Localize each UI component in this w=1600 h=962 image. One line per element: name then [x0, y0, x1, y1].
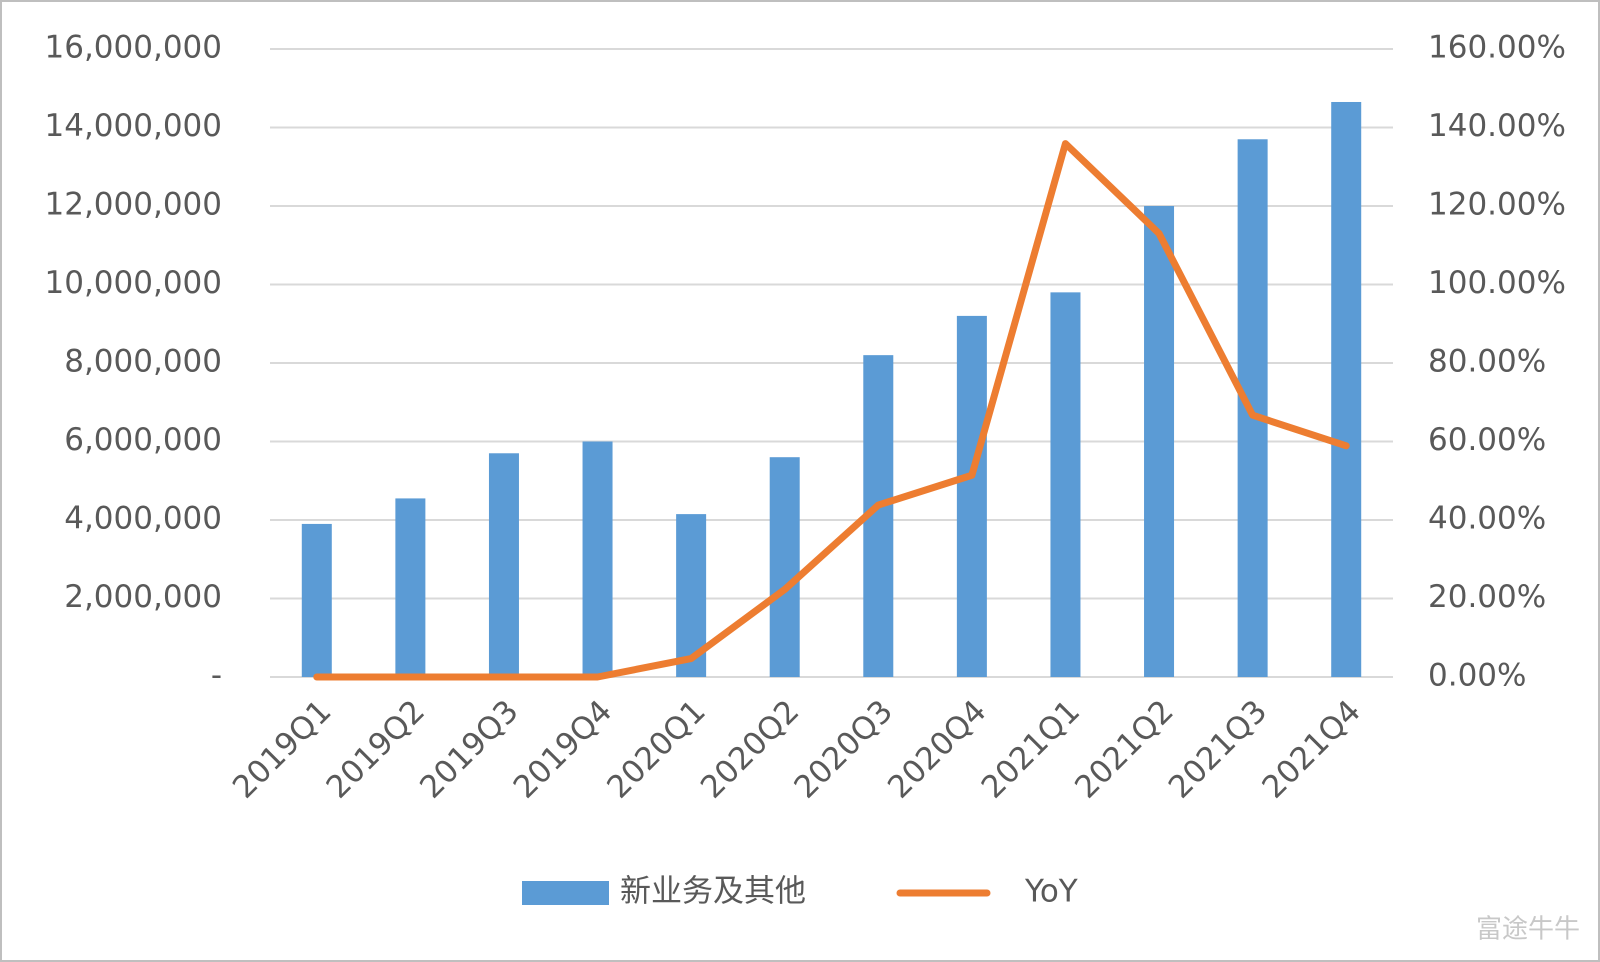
bar	[488, 453, 519, 677]
legend-label: YoY	[1024, 874, 1078, 910]
y-tick-label: 4,000,000	[64, 501, 222, 537]
bar	[1331, 101, 1362, 678]
bar	[395, 498, 426, 677]
y2-tick-label: 0.00%	[1428, 658, 1526, 694]
y2-tick-label: 80.00%	[1428, 344, 1546, 380]
y-tick-label: 8,000,000	[64, 344, 222, 380]
y-tick-label: 12,000,000	[45, 187, 223, 223]
legend-label: 新业务及其他	[620, 874, 806, 910]
y2-tick-label: 20.00%	[1428, 579, 1546, 615]
bar	[582, 441, 613, 677]
y2-tick-label: 40.00%	[1428, 501, 1546, 537]
y2-tick-label: 120.00%	[1428, 187, 1566, 223]
y2-tick-label: 160.00%	[1428, 30, 1566, 66]
bar	[1050, 292, 1081, 677]
y-tick-label: 2,000,000	[64, 579, 222, 615]
y-tick-label: -	[211, 658, 222, 694]
y2-tick-label: 60.00%	[1428, 422, 1546, 458]
line	[313, 140, 1350, 681]
y-tick-label: 14,000,000	[45, 108, 223, 144]
bar	[769, 457, 800, 677]
watermark: 富途牛牛	[1476, 915, 1580, 945]
bar	[301, 523, 332, 677]
y-tick-label: 16,000,000	[45, 30, 223, 66]
legend-swatch	[522, 881, 609, 905]
y-tick-label: 6,000,000	[64, 422, 222, 458]
y-tick-label: 10,000,000	[45, 265, 223, 301]
y2-tick-label: 140.00%	[1428, 108, 1566, 144]
bar	[956, 315, 987, 677]
bar	[1144, 206, 1175, 677]
y2-tick-label: 100.00%	[1428, 265, 1566, 301]
